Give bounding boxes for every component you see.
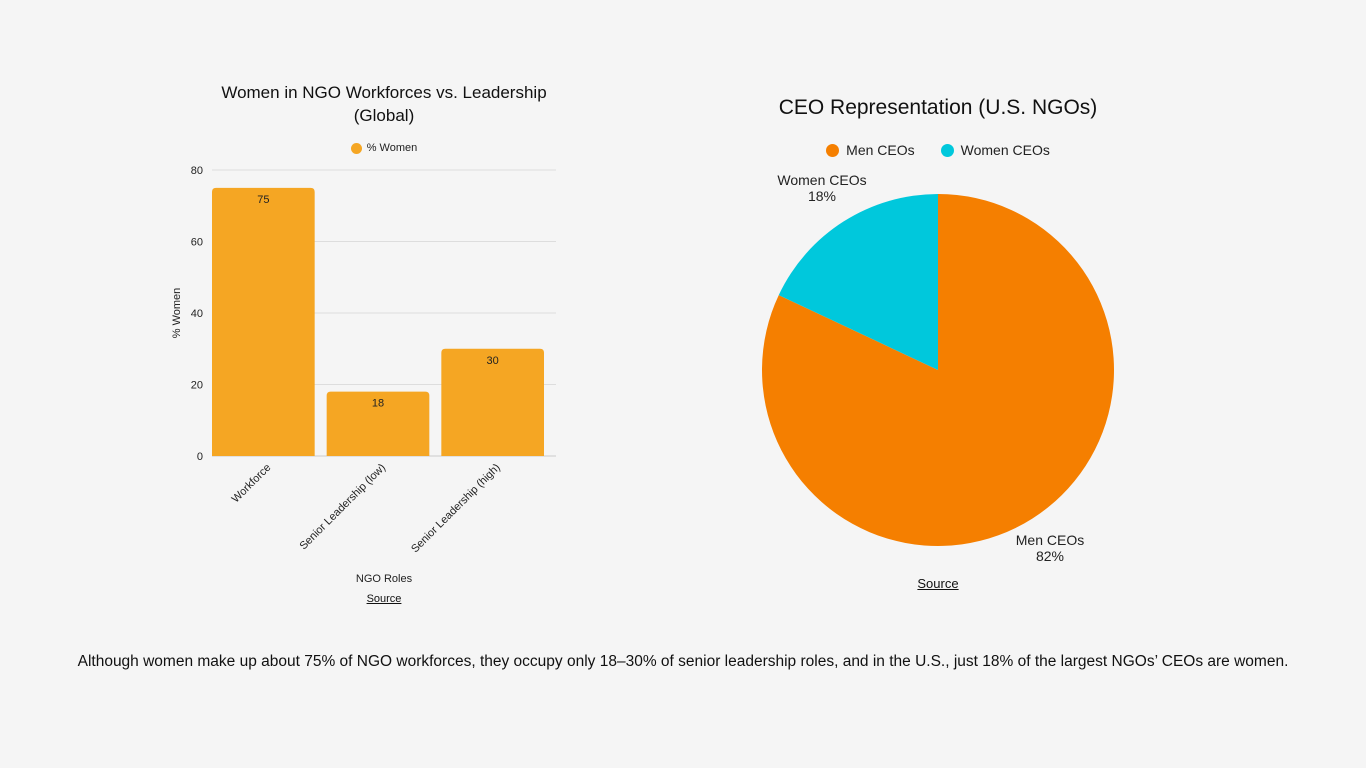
bar-chart-source-link[interactable]: Source bbox=[366, 593, 402, 605]
bar-chart: 0 20 40 60 80 % Women 75 Workforce 18 Senior Lead… bbox=[171, 165, 556, 585]
y-tick-label: 0 bbox=[197, 451, 203, 463]
pie-chart-source-link[interactable]: Source bbox=[917, 576, 959, 591]
y-tick-label: 60 bbox=[191, 237, 203, 249]
bar bbox=[326, 391, 430, 456]
legend-item-women: Women CEOs bbox=[940, 142, 1050, 158]
legend-item-men: Men CEOs bbox=[826, 142, 915, 158]
pie-slice bbox=[778, 194, 938, 370]
bar-data-label: 30 bbox=[487, 355, 499, 367]
x-axis-label: NGO Roles bbox=[356, 573, 413, 585]
bar bbox=[212, 187, 315, 456]
summary-caption: Although women make up about 75% of NGO … bbox=[77, 653, 1289, 670]
legend-swatch-men bbox=[826, 143, 840, 157]
pie-chart-title: CEO Representation (U.S. NGOs) bbox=[778, 96, 1098, 119]
pie-chart-legend: Men CEOs Women CEOs bbox=[700, 142, 1176, 158]
pie-slice-label: Women CEOs bbox=[777, 172, 866, 188]
bar-chart-title: Women in NGO Workforces vs. Leadership (… bbox=[221, 83, 547, 125]
legend-label-men: Men CEOs bbox=[846, 142, 915, 158]
y-axis-label: % Women bbox=[171, 288, 183, 339]
bar bbox=[441, 348, 544, 456]
pie-slice-value-label: 82% bbox=[1036, 548, 1064, 564]
pie-slice-label: Men CEOs bbox=[1016, 532, 1084, 548]
y-tick-label: 20 bbox=[191, 380, 203, 392]
x-tick-label: Workforce bbox=[230, 462, 274, 506]
legend-label-women: % Women bbox=[366, 142, 418, 154]
x-tick-label: Senior Leadership (high) bbox=[409, 462, 503, 556]
y-tick-label: 40 bbox=[191, 308, 203, 320]
bar-data-label: 18 bbox=[372, 398, 384, 410]
bar-chart-legend: % Women bbox=[212, 142, 556, 154]
x-tick-label: Senior Leadership (low) bbox=[297, 462, 388, 553]
legend-swatch-women bbox=[350, 142, 362, 154]
legend-swatch-women-ceos bbox=[940, 143, 954, 157]
y-tick-label: 80 bbox=[191, 165, 203, 177]
pie-slice-value-label: 18% bbox=[808, 188, 836, 204]
legend-label-women-ceos: Women CEOs bbox=[960, 142, 1050, 158]
bar-data-label: 75 bbox=[257, 194, 269, 206]
